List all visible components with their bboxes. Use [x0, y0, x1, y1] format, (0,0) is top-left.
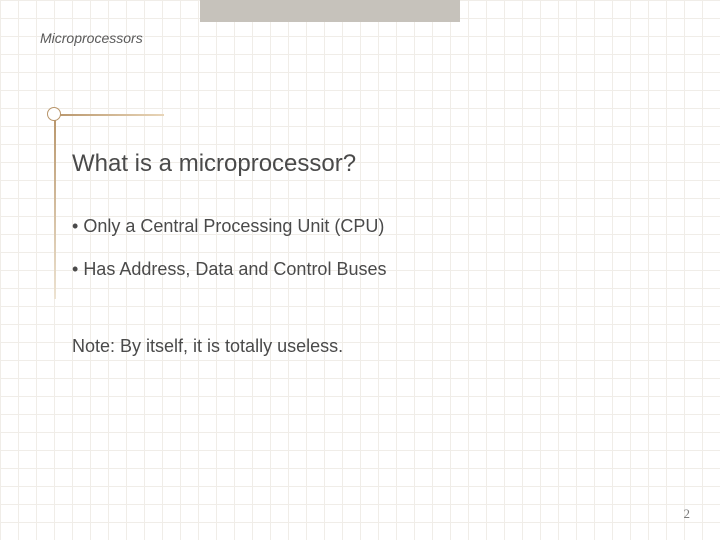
slide-title: What is a microprocessor?	[72, 150, 356, 178]
accent-horizontal-line	[54, 114, 164, 116]
bullet-item: • Only a Central Processing Unit (CPU)	[72, 216, 386, 237]
top-decorative-bar	[200, 0, 460, 22]
header-label: Microprocessors	[40, 30, 143, 46]
accent-vertical-line	[54, 114, 56, 299]
slide-note: Note: By itself, it is totally useless.	[72, 336, 343, 357]
page-number: 2	[684, 506, 691, 522]
bullet-item: • Has Address, Data and Control Buses	[72, 259, 386, 280]
bullet-text: Only a Central Processing Unit (CPU)	[83, 216, 384, 236]
bullet-list: • Only a Central Processing Unit (CPU) •…	[72, 216, 386, 302]
accent-circle-icon	[47, 107, 61, 121]
bullet-text: Has Address, Data and Control Buses	[83, 259, 386, 279]
